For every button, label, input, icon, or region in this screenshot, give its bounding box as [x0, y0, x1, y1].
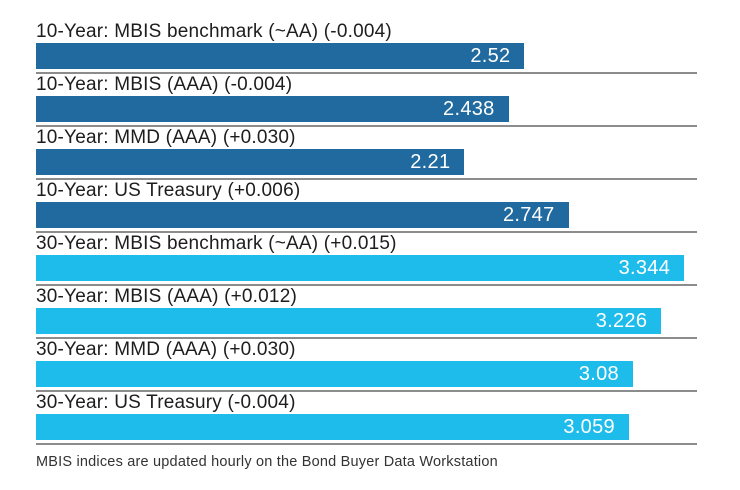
bar-value-label: 2.747: [502, 204, 555, 226]
bar-track: 2.52: [36, 43, 697, 69]
chart-row: 30-Year: MBIS benchmark (~AA) (+0.015) 3…: [36, 233, 697, 286]
bar-category-label: 10-Year: MBIS (AAA) (-0.004): [36, 74, 293, 95]
bar: 3.344: [36, 255, 685, 281]
bar-category-label: 30-Year: US Treasury (-0.004): [36, 392, 296, 413]
chart-row: 10-Year: MBIS (AAA) (-0.004) 2.438: [36, 74, 697, 127]
bar-value-label: 3.059: [563, 416, 615, 438]
bar-track: 2.21: [36, 149, 697, 175]
bar-value-label: 2.438: [443, 98, 495, 120]
row-separator-line: [36, 125, 697, 127]
bar-value-label: 3.08: [578, 363, 619, 385]
bar: 3.059: [36, 414, 629, 440]
chart-row: 30-Year: MBIS (AAA) (+0.012) 3.226: [36, 286, 697, 339]
chart-row: 10-Year: US Treasury (+0.006) 2.747: [36, 180, 697, 233]
bar-category-label: 30-Year: MBIS benchmark (~AA) (+0.015): [36, 233, 397, 254]
bar: 2.21: [36, 149, 465, 175]
row-separator-line: [36, 231, 697, 233]
bar-value-label: 3.226: [595, 310, 648, 332]
row-separator-line: [36, 337, 697, 339]
chart-rows: 10-Year: MBIS benchmark (~AA) (-0.004) 2…: [36, 21, 697, 445]
chart-row: 10-Year: MMD (AAA) (+0.030) 2.21: [36, 127, 697, 180]
bar: 2.747: [36, 202, 569, 228]
chart-row: 10-Year: MBIS benchmark (~AA) (-0.004) 2…: [36, 21, 697, 74]
bar-category-label: 10-Year: MBIS benchmark (~AA) (-0.004): [36, 21, 392, 42]
row-separator-line: [36, 284, 697, 286]
bar-category-label: 10-Year: MMD (AAA) (+0.030): [36, 127, 296, 148]
bar-value-label: 3.344: [618, 257, 671, 279]
bar-category-label: 30-Year: MBIS (AAA) (+0.012): [36, 286, 297, 307]
row-separator-line: [36, 443, 697, 445]
chart-row: 30-Year: US Treasury (-0.004) 3.059: [36, 392, 697, 445]
bar-category-label: 30-Year: MMD (AAA) (+0.030): [36, 339, 296, 360]
row-separator-line: [36, 72, 697, 74]
bar: 2.52: [36, 43, 525, 69]
bar-value-label: 2.21: [410, 151, 451, 173]
bar-track: 3.344: [36, 255, 697, 281]
row-separator-line: [36, 178, 697, 180]
row-separator-line: [36, 390, 697, 392]
bar-value-label: 2.52: [470, 45, 511, 67]
bar: 3.226: [36, 308, 662, 334]
chart-footnote: MBIS indices are updated hourly on the B…: [36, 454, 498, 470]
bar-track: 2.747: [36, 202, 697, 228]
bar-track: 3.226: [36, 308, 697, 334]
bar: 3.08: [36, 361, 633, 387]
bar-track: 3.08: [36, 361, 697, 387]
bar-track: 3.059: [36, 414, 697, 440]
bar: 2.438: [36, 96, 509, 122]
chart-row: 30-Year: MMD (AAA) (+0.030) 3.08: [36, 339, 697, 392]
bar-track: 2.438: [36, 96, 697, 122]
bar-category-label: 10-Year: US Treasury (+0.006): [36, 180, 301, 201]
